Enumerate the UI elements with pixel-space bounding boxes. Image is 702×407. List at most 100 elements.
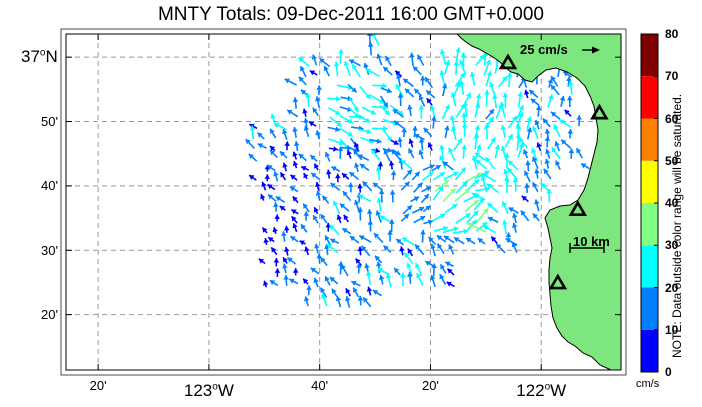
- current-vector: [333, 61, 340, 77]
- current-vector: [532, 156, 539, 170]
- current-vector: [515, 133, 522, 151]
- current-vector: [258, 258, 266, 265]
- current-vector: [473, 133, 480, 150]
- current-vector: [282, 128, 288, 141]
- map-frame: [65, 33, 622, 371]
- current-vector: [523, 170, 531, 183]
- current-vector: [392, 108, 405, 118]
- current-vector: [329, 116, 343, 128]
- current-vector: [553, 123, 561, 138]
- current-vector: [389, 190, 396, 203]
- current-vector: [372, 182, 384, 191]
- current-vector: [348, 59, 361, 67]
- current-vector: [506, 72, 513, 88]
- current-vector: [326, 243, 339, 254]
- colorbar-tick-label: 10: [665, 322, 679, 337]
- current-vector: [414, 244, 425, 256]
- reference-vector-label: 25 cm/s: [520, 42, 568, 57]
- current-vector: [448, 147, 456, 162]
- colorbar-segment: [641, 34, 658, 77]
- current-vector: [534, 199, 540, 212]
- current-vector: [442, 188, 456, 203]
- current-vector: [300, 223, 308, 233]
- current-vector: [407, 104, 413, 117]
- current-vector: [461, 123, 468, 137]
- current-vector: [267, 236, 275, 243]
- current-vector: [497, 75, 508, 88]
- hemisphere: W: [217, 381, 234, 400]
- current-vector: [413, 215, 426, 224]
- current-vector: [507, 159, 519, 171]
- current-vector: [292, 151, 298, 160]
- current-vector: [267, 183, 276, 191]
- current-vector: [480, 175, 488, 193]
- current-vector: [528, 89, 539, 99]
- colorbar-tick-label: 50: [665, 153, 679, 168]
- current-vector: [248, 174, 257, 181]
- current-vector: [374, 255, 383, 264]
- current-vector: [302, 108, 308, 118]
- colorbar: [640, 33, 659, 373]
- current-vector: [483, 59, 491, 76]
- current-vector: [455, 212, 471, 224]
- current-vector: [282, 162, 288, 172]
- current-vector: [422, 205, 431, 213]
- current-vector: [418, 105, 425, 119]
- current-vector: [289, 174, 298, 181]
- current-vector: [504, 133, 514, 148]
- current-vector: [370, 148, 381, 161]
- lat-label: 37oN: [21, 47, 58, 67]
- current-vector: [362, 180, 373, 192]
- current-vector: [372, 289, 383, 297]
- lon-label: 20': [422, 378, 439, 393]
- current-vector: [351, 63, 361, 78]
- current-vector: [402, 169, 413, 180]
- current-vector: [302, 203, 310, 213]
- current-vector: [339, 203, 350, 212]
- current-vector: [542, 118, 551, 128]
- current-vector: [283, 225, 290, 233]
- current-vector: [526, 127, 533, 140]
- current-vector: [432, 213, 446, 222]
- current-vector: [353, 142, 360, 151]
- current-vector: [340, 264, 349, 277]
- current-vector: [352, 287, 360, 298]
- radar-station-marker: [548, 273, 568, 290]
- current-vector: [375, 210, 382, 223]
- current-vector: [490, 235, 498, 244]
- current-vector: [342, 190, 352, 202]
- current-vector: [481, 172, 496, 183]
- current-vector: [328, 146, 339, 152]
- current-vector: [335, 173, 341, 183]
- current-vector: [315, 190, 322, 201]
- current-vector: [475, 159, 487, 170]
- current-vector: [400, 272, 406, 287]
- surface-current-vectors: [245, 34, 590, 308]
- current-vector: [261, 181, 267, 191]
- current-vector: [261, 226, 268, 234]
- current-vector: [482, 51, 489, 66]
- current-vector: [474, 144, 482, 160]
- current-vector: [337, 146, 344, 159]
- current-vector: [439, 144, 445, 160]
- current-vector: [327, 126, 341, 132]
- current-vector: [279, 171, 287, 181]
- current-vector: [446, 268, 455, 276]
- current-vector: [331, 165, 341, 172]
- current-vector: [442, 226, 459, 234]
- lon-label-value: 122: [516, 381, 545, 400]
- current-vector: [325, 222, 332, 232]
- current-vector: [379, 215, 393, 224]
- current-vector: [341, 172, 350, 180]
- lon-label: 122oW: [516, 381, 566, 401]
- current-vector: [292, 97, 299, 109]
- current-vector: [292, 160, 299, 169]
- current-vector: [387, 230, 393, 242]
- current-vector: [298, 76, 307, 86]
- current-vector: [427, 142, 433, 151]
- current-vector: [269, 149, 278, 159]
- current-vector: [362, 296, 372, 308]
- current-vector: [369, 138, 382, 144]
- current-vector: [380, 95, 389, 108]
- current-vector: [517, 142, 525, 158]
